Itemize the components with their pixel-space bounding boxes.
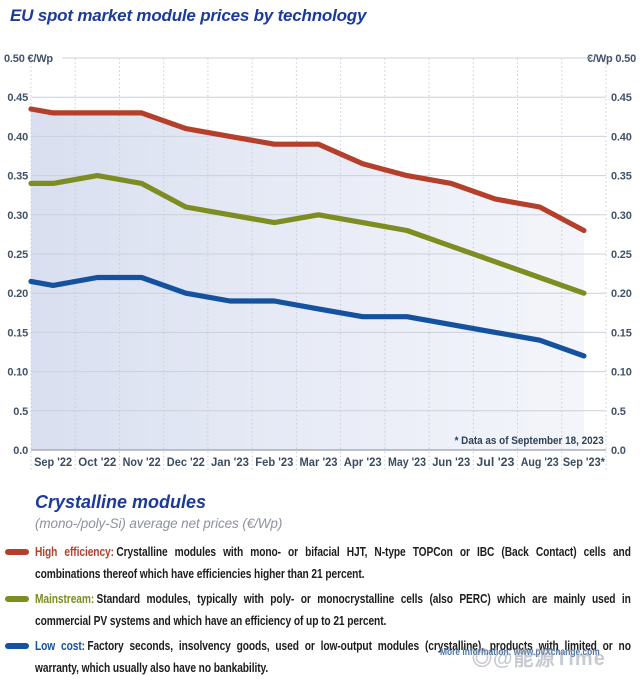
y-axis-tick-right: 0.40 (611, 131, 632, 143)
y-axis-tick-left: 0.10 (7, 367, 28, 379)
legend-entry-text: High efficiency: Crystalline modules with… (35, 541, 631, 585)
series-line-mainstream (28, 173, 587, 296)
low-cost-line-swatch-icon (5, 643, 29, 649)
x-axis-tick: Sep '22 (34, 457, 72, 469)
y-axis-tick-right: 0.15 (611, 327, 632, 339)
high-efficiency-line-swatch-icon (5, 549, 29, 555)
watermark-logo-icon: ◎ (472, 648, 493, 670)
y-axis-tick-left: 0.30 (7, 210, 28, 222)
legend-entry-low-cost: Low cost: Factory seconds, insolvency goo… (5, 635, 632, 679)
mainstream-line-swatch-icon (5, 596, 29, 602)
y-axis-tick-left: 0.40 (7, 131, 28, 143)
x-axis-tick: Mar '23 (300, 457, 338, 469)
y-axis-tick-left: 0.50 €/Wp (4, 53, 53, 65)
x-axis-tick: Sep '23* (563, 457, 605, 469)
legend-entries: High efficiency: Crystalline modules with… (5, 541, 632, 679)
x-axis-tick: Jul '23 (476, 457, 514, 469)
legend-subtitle: (mono-/poly-Si) average net prices (€/Wp… (35, 516, 283, 531)
y-axis-tick-right: €/Wp 0.50 (587, 53, 636, 65)
x-axis-tick: Jun '23 (432, 457, 470, 469)
legend-entry-label: Low cost: (35, 638, 85, 653)
legend-entry-text: Mainstream: Standard modules, typically w… (35, 588, 631, 632)
series-line-low-cost (28, 274, 587, 359)
y-axis-tick-right: 0.25 (611, 249, 632, 261)
x-axis-tick: Dec '22 (167, 457, 205, 469)
price-line-chart: 0.50 €/Wp €/Wp 0.50 0.45 0.45 0.40 0.40 0.35 0.… (4, 53, 636, 471)
y-axis-tick-left: 0.20 (7, 288, 28, 300)
legend-entry-label: High efficiency: (35, 544, 114, 559)
vertical-gridlines (30, 58, 607, 471)
y-axis-tick-left: 0.5 (13, 406, 28, 418)
x-axis-tick: Nov '22 (123, 457, 161, 469)
y-axis-tick-left: 0.35 (7, 171, 28, 183)
y-axis-tick-right: 0.0 (611, 445, 626, 457)
x-axis-tick: May '23 (388, 457, 426, 469)
chart-title: EU spot market module prices by technolo… (10, 6, 367, 25)
y-axis-tick-right: 0.45 (611, 92, 632, 104)
watermark-label: @能源Time (493, 648, 606, 670)
legend-entry-description: Standard modules, typically with poly- o… (35, 591, 631, 628)
legend: Crystalline modules (mono-/poly-Si) aver… (5, 492, 632, 682)
watermark: ◎@能源Time (472, 642, 606, 671)
x-axis-tick: Aug '23 (521, 457, 559, 469)
y-axis-tick-left: 0.45 (7, 92, 28, 104)
more-info-text: More information: www.pvXchange.com (440, 646, 600, 658)
y-axis-tick-left: 0.15 (7, 327, 28, 339)
legend-heading: Crystalline modules (35, 492, 207, 512)
y-axis-tick-right: 0.20 (611, 288, 632, 300)
legend-entry-label: Mainstream: (35, 591, 95, 606)
y-axis-tick-right: 0.10 (611, 367, 632, 379)
series-line-high-efficiency (28, 106, 587, 234)
y-axis-tick-left: 0.25 (7, 249, 28, 261)
x-axis-tick: Oct '22 (78, 457, 116, 469)
legend-entry-description: Factory seconds, insolvency goods, used … (35, 638, 631, 675)
y-axis-tick-right: 0.30 (611, 210, 632, 222)
legend-entry-description: Crystalline modules with mono- or bifaci… (35, 544, 631, 581)
x-axis-tick: Feb '23 (255, 457, 293, 469)
x-axis-tick: Jan '23 (211, 457, 249, 469)
x-axis-tick: Apr '23 (344, 457, 382, 469)
y-axis-tick-right: 0.35 (611, 171, 632, 183)
price-line-chart-container: 0.50 €/Wp €/Wp 0.50 0.45 0.45 0.40 0.40 0.35 0.… (4, 53, 636, 471)
legend-entry-high-efficiency: High efficiency: Crystalline modules with… (5, 541, 632, 585)
legend-entry-text: Low cost: Factory seconds, insolvency goo… (35, 635, 631, 679)
y-axis-tick-left: 0.0 (13, 445, 28, 457)
y-axis-tick-right: 0.5 (611, 406, 626, 418)
high-efficiency-area-fill (31, 109, 584, 450)
legend-entry-mainstream: Mainstream: Standard modules, typically w… (5, 588, 632, 632)
data-footnote: * Data as of September 18, 2023 (454, 435, 604, 447)
